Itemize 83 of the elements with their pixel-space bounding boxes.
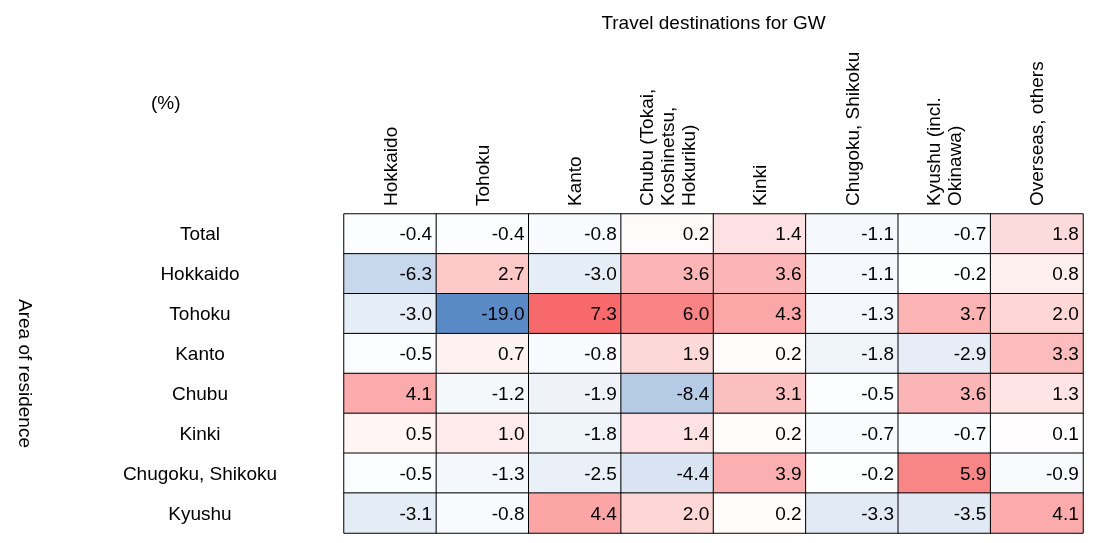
data-label: -0.2 xyxy=(861,462,894,484)
x-tick-label: Overseas, others xyxy=(1026,61,1048,206)
data-label: 5.9 xyxy=(959,462,987,484)
data-label: 1.9 xyxy=(682,343,710,365)
data-label: -2.5 xyxy=(584,462,617,484)
data-label: 3.6 xyxy=(682,263,710,285)
text: (%) xyxy=(151,92,181,113)
data-label: 3.7 xyxy=(959,303,987,325)
data-label: -1.1 xyxy=(861,223,894,245)
data-label: -4.4 xyxy=(676,462,710,484)
data-label: 1.4 xyxy=(775,223,803,245)
y-tick-label: Chubu xyxy=(172,382,228,404)
data-label: 0.2 xyxy=(775,343,802,365)
x-tick-label: Kyushu (incl. Okinawa) xyxy=(923,91,966,206)
data-label: 0.8 xyxy=(1052,263,1079,285)
data-label: -1.8 xyxy=(861,343,894,365)
y-tick-label: Chugoku, Shikoku xyxy=(122,462,278,484)
data-label: 0.2 xyxy=(775,502,802,524)
data-label: 0.2 xyxy=(682,223,710,245)
y-tick-label: Kanto xyxy=(175,343,225,365)
data-label: -1.3 xyxy=(491,462,525,484)
data-label: 6.0 xyxy=(682,303,710,325)
y-tick-label: Hokkaido xyxy=(160,263,240,285)
data-label: 0.7 xyxy=(498,343,525,365)
data-label: 1.4 xyxy=(682,422,710,444)
data-label: 2.0 xyxy=(682,502,710,524)
data-label: 3.3 xyxy=(1052,343,1079,365)
data-label: -8.4 xyxy=(676,382,710,404)
data-label: -0.5 xyxy=(399,343,433,365)
data-label: -0.8 xyxy=(491,502,525,524)
x-tick-label: Hokkaido xyxy=(379,126,401,206)
data-label: -3.0 xyxy=(399,303,433,325)
data-label: -0.5 xyxy=(399,462,433,484)
data-label: -0.2 xyxy=(953,263,987,285)
data-label: -1.1 xyxy=(861,263,894,285)
data-label: 0.2 xyxy=(775,422,802,444)
data-label: 3.6 xyxy=(959,382,987,404)
x-tick-label: Tohoku xyxy=(472,144,494,206)
data-label: 2.7 xyxy=(498,263,525,285)
data-label: -1.9 xyxy=(584,382,617,404)
data-label: 3.6 xyxy=(775,263,802,285)
data-label: 0.1 xyxy=(1052,422,1079,444)
data-label: 0.5 xyxy=(405,422,433,444)
data-label: 4.4 xyxy=(590,502,618,524)
x-axis-title: Travel destinations for GW xyxy=(601,12,826,33)
y-tick-label: Kinki xyxy=(179,422,221,444)
y-axis-title: Area of residence xyxy=(15,299,36,448)
data-label: -0.5 xyxy=(861,382,894,404)
data-label: -0.4 xyxy=(491,223,525,245)
data-label: 7.3 xyxy=(590,303,617,325)
x-tick-label: Chugoku, Shikoku xyxy=(841,51,863,206)
data-label: -3.5 xyxy=(953,502,987,524)
data-label: 3.9 xyxy=(775,462,802,484)
data-label: -1.8 xyxy=(584,422,617,444)
data-label: -0.8 xyxy=(584,343,617,365)
data-label: -0.7 xyxy=(861,422,894,444)
data-label: -3.1 xyxy=(399,502,433,524)
data-label: -0.9 xyxy=(1046,462,1079,484)
data-label: -3.3 xyxy=(861,502,894,524)
data-label: -19.0 xyxy=(481,303,525,325)
data-label: -0.8 xyxy=(584,223,617,245)
data-label: -0.7 xyxy=(953,223,987,245)
data-label: -1.2 xyxy=(491,382,525,404)
data-label: 1.0 xyxy=(498,422,525,444)
data-label: 1.8 xyxy=(1052,223,1079,245)
data-label: 3.1 xyxy=(775,382,802,404)
data-label: -0.4 xyxy=(399,223,433,245)
data-label: 4.1 xyxy=(405,382,433,404)
x-tick-label: Chubu (Tokai, Koshinetsu, Hokuriku) xyxy=(635,83,699,206)
x-tick-label: Kinki xyxy=(749,164,771,206)
y-tick-label: Total xyxy=(179,223,221,245)
data-label: 2.0 xyxy=(1052,303,1079,325)
data-label: -3.0 xyxy=(584,263,617,285)
x-tick-label: Kanto xyxy=(564,156,586,206)
data-label: 1.3 xyxy=(1052,382,1079,404)
data-label: -1.3 xyxy=(861,303,894,325)
data-label: -0.7 xyxy=(953,422,987,444)
data-label: 4.1 xyxy=(1052,502,1079,524)
y-tick-label: Tohoku xyxy=(169,303,231,325)
data-label: -6.3 xyxy=(399,263,433,285)
y-tick-label: Kyushu xyxy=(168,502,232,524)
data-label: -2.9 xyxy=(953,343,987,365)
data-label: 4.3 xyxy=(775,303,802,325)
